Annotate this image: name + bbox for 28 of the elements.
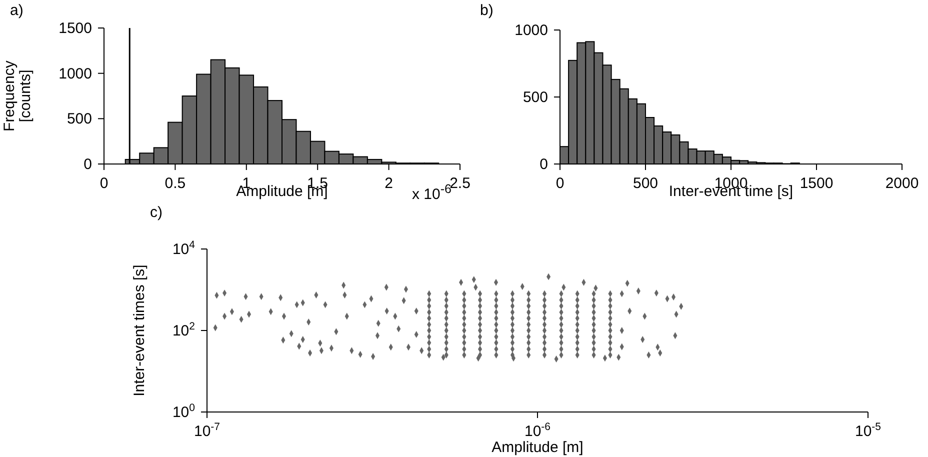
x-tick-label: 2 — [384, 175, 393, 192]
y-tick-label: 0 — [84, 156, 92, 173]
x-tick-label: 2.5 — [450, 175, 470, 192]
x-tick-label: 0 — [556, 175, 564, 192]
x-tick-label: 10$^{-5}$ — [854, 421, 882, 440]
x-tick-label: 0 — [100, 175, 108, 192]
y-tick-label: 1500 — [58, 20, 92, 37]
y-tick-label: 500 — [522, 89, 548, 106]
x-tick-label: 10$^{-6}$ — [524, 421, 551, 440]
text: c) — [150, 204, 162, 221]
y-tick-label: 10$^{0}$ — [172, 402, 196, 421]
y-tick-label: 500 — [66, 110, 92, 128]
x-tick-label: 2000 — [885, 175, 919, 192]
x-tick-label: 1500 — [800, 175, 834, 192]
y-axis-title: Frequency [counts] — [1, 60, 34, 132]
x-axis-title: Amplitude [m] — [492, 439, 584, 456]
y-tick-label: 1000 — [514, 22, 548, 39]
y-axis-title: Inter-event times [s] — [131, 264, 148, 396]
x-tick-label: 0.5 — [164, 175, 186, 192]
y-tick-label: 1000 — [58, 65, 92, 82]
y-tick-label: 0 — [540, 156, 548, 173]
x-tick-label: 10$^{-7}$ — [194, 421, 220, 440]
x-tick-label: 500 — [632, 175, 658, 192]
text: a) — [10, 2, 24, 19]
text: x 10$^{-6}$ — [412, 182, 452, 203]
y-tick-label: 10$^{4}$ — [172, 239, 196, 258]
y-tick-label: 10$^{2}$ — [172, 320, 196, 340]
text: b) — [480, 2, 494, 19]
